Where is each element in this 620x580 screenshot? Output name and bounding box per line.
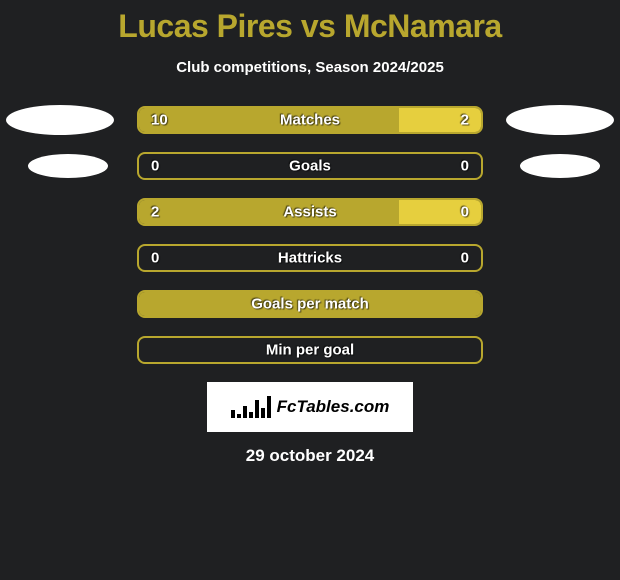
stat-label: Min per goal xyxy=(266,342,354,359)
branding-text: FcTables.com xyxy=(277,397,390,417)
stat-row: Matches102 xyxy=(0,106,620,134)
stat-bar: Assists20 xyxy=(137,198,483,226)
player-badge-right xyxy=(520,154,600,178)
stat-bar-left xyxy=(139,200,399,224)
player-badge-left xyxy=(28,154,108,178)
stat-bar-left xyxy=(139,108,399,132)
bar-chart-icon xyxy=(231,396,271,418)
date-label: 29 october 2024 xyxy=(246,446,375,466)
stat-bar: Goals 0 0 xyxy=(137,152,483,180)
subtitle: Club competitions, Season 2024/2025 xyxy=(176,59,444,76)
stat-value-right: 0 xyxy=(461,250,469,267)
stat-row: Min per goal xyxy=(0,336,620,364)
stat-row: Hattricks 0 0 xyxy=(0,244,620,272)
page-title: Lucas Pires vs McNamara xyxy=(118,8,501,45)
stat-value-right: 0 xyxy=(461,158,469,175)
stat-row: Goals 0 0 xyxy=(0,152,620,180)
stat-value-left: 0 xyxy=(151,158,159,175)
player-badge-left xyxy=(6,105,114,135)
stat-bar: Matches102 xyxy=(137,106,483,134)
stat-bar: Min per goal xyxy=(137,336,483,364)
stat-row: Goals per match xyxy=(0,290,620,318)
stat-row: Assists20 xyxy=(0,198,620,226)
player-badge-right xyxy=(506,105,614,135)
stat-bar-right xyxy=(399,108,481,132)
stat-bar: Goals per match xyxy=(137,290,483,318)
stat-value-left: 0 xyxy=(151,250,159,267)
branding-box: FcTables.com xyxy=(207,382,413,432)
stat-bar: Hattricks 0 0 xyxy=(137,244,483,272)
stat-label: Hattricks xyxy=(278,250,342,267)
stat-bar-left xyxy=(139,292,481,316)
comparison-bars: Matches102Goals00Assists20Hattricks00Goa… xyxy=(0,106,620,364)
stat-label: Goals xyxy=(289,158,331,175)
stat-bar-right xyxy=(399,200,481,224)
